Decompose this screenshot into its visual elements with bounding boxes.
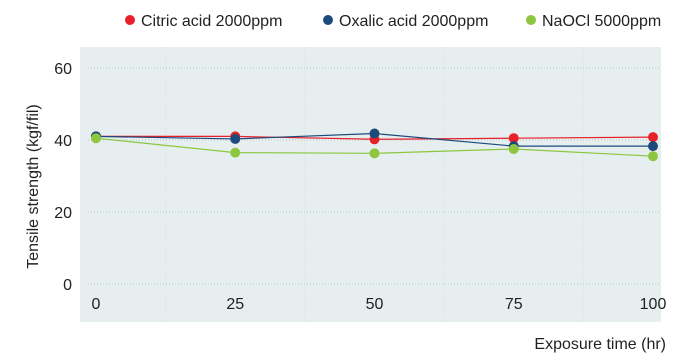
- data-point: [508, 144, 519, 154]
- x-tick-label: 100: [640, 296, 667, 313]
- y-axis-label: Tensile strength (kgf/fil): [25, 104, 42, 269]
- x-tick-label: 50: [366, 296, 384, 313]
- y-tick-label: 0: [63, 277, 72, 294]
- legend-label: Citric acid 2000ppm: [141, 13, 282, 30]
- data-point: [369, 148, 380, 159]
- plot-area: [80, 47, 661, 322]
- legend-marker: [526, 15, 536, 25]
- y-tick-label: 20: [54, 205, 72, 222]
- series-2: [91, 133, 658, 162]
- data-point: [508, 133, 519, 144]
- legend-marker: [125, 15, 135, 25]
- x-tick-label: 75: [505, 296, 523, 313]
- data-point: [230, 133, 241, 144]
- data-point: [648, 132, 658, 143]
- data-point: [369, 128, 380, 139]
- legend-label: NaOCl 5000ppm: [542, 13, 661, 30]
- x-tick-label: 25: [226, 296, 244, 313]
- data-point: [91, 133, 101, 144]
- legend-marker: [323, 15, 333, 25]
- legend-item-1: Oxalic acid 2000ppm: [323, 13, 488, 30]
- data-point: [648, 141, 658, 152]
- data-point: [648, 151, 658, 162]
- legend-label: Oxalic acid 2000ppm: [339, 13, 488, 30]
- x-tick-label: 0: [92, 296, 101, 313]
- x-axis-label: Exposure time (hr): [534, 336, 666, 353]
- y-tick-label: 40: [54, 133, 72, 150]
- legend-item-0: Citric acid 2000ppm: [125, 13, 282, 30]
- data-point: [230, 147, 241, 158]
- legend-item-2: NaOCl 5000ppm: [526, 13, 661, 30]
- y-tick-label: 60: [54, 61, 72, 78]
